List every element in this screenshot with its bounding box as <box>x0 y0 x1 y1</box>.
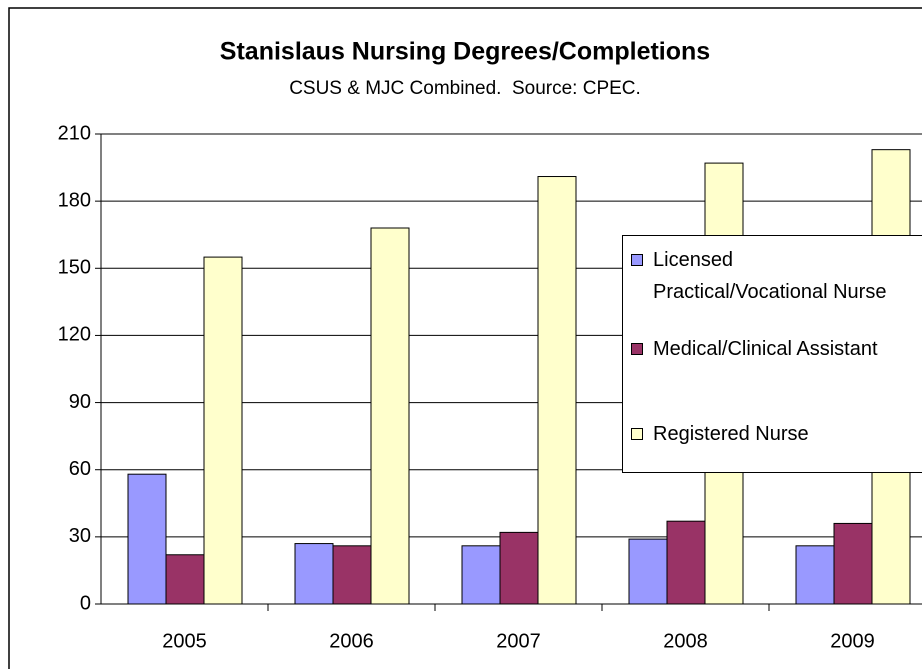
legend-entry: Licensed Practical/Vocational Nurse <box>631 244 898 308</box>
y-tick-label: 30 <box>69 525 91 547</box>
y-tick-label: 120 <box>58 324 91 346</box>
bar <box>833 522 873 605</box>
x-tick-label: 2008 <box>663 630 708 652</box>
legend-swatch <box>631 343 643 355</box>
legend-label: Registered Nurse <box>653 423 809 445</box>
chart-title: Stanislaus Nursing Degrees/Completions <box>220 38 710 66</box>
bar <box>370 227 410 605</box>
bar <box>666 520 706 605</box>
x-tick-label: 2006 <box>329 630 374 652</box>
bar <box>294 543 334 605</box>
legend-entry: Registered Nurse <box>631 418 898 450</box>
x-tick-label: 2009 <box>830 630 875 652</box>
y-tick-label: 150 <box>58 257 91 279</box>
bar <box>127 473 167 605</box>
bar <box>628 538 668 605</box>
y-tick-label: 180 <box>58 189 91 211</box>
bar <box>165 554 205 605</box>
y-tick-label: 0 <box>80 592 91 614</box>
bar <box>499 531 539 605</box>
legend-entry: Medical/Clinical Assistant <box>631 333 898 365</box>
chart-subtitle: CSUS & MJC Combined. Source: CPEC. <box>289 78 641 99</box>
legend: Licensed Practical/Vocational Nurse Medic… <box>622 235 922 473</box>
bar <box>203 256 243 605</box>
legend-swatch <box>631 254 643 266</box>
y-tick-label: 90 <box>69 391 91 413</box>
bar <box>332 545 372 605</box>
bar <box>537 176 577 605</box>
legend-swatch <box>631 428 643 440</box>
bar <box>795 545 835 605</box>
y-tick-label: 60 <box>69 458 91 480</box>
legend-label: Medical/Clinical Assistant <box>653 338 878 360</box>
bar <box>461 545 501 605</box>
legend-label: Licensed Practical/Vocational Nurse <box>653 249 887 303</box>
x-tick-label: 2007 <box>496 630 541 652</box>
x-tick-label: 2005 <box>162 630 207 652</box>
y-tick-label: 210 <box>58 122 91 144</box>
